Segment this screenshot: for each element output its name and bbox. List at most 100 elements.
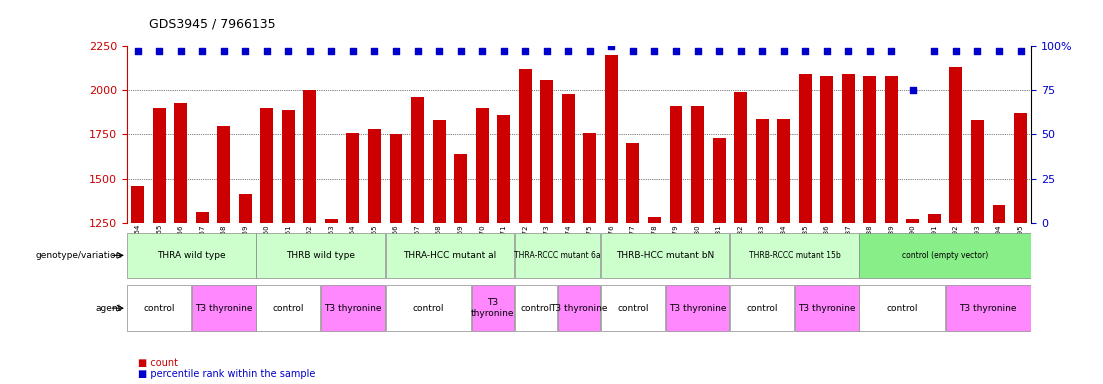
Bar: [386, 285, 471, 331]
Bar: [131, 185, 144, 223]
Point: [559, 48, 577, 55]
Bar: [795, 285, 858, 331]
Bar: [257, 233, 385, 278]
Bar: [928, 214, 941, 223]
Point: [258, 48, 276, 55]
Point: [172, 48, 190, 55]
Bar: [127, 233, 256, 278]
Point: [710, 48, 728, 55]
Point: [215, 48, 233, 55]
Bar: [174, 103, 188, 223]
Bar: [558, 285, 600, 331]
Point: [667, 48, 685, 55]
Text: THRB-RCCC mutant 15b: THRB-RCCC mutant 15b: [749, 251, 840, 260]
Point: [430, 48, 448, 55]
Bar: [859, 233, 1031, 278]
Bar: [670, 106, 683, 223]
Bar: [842, 74, 855, 223]
Bar: [411, 97, 424, 223]
Text: T3 thyronine: T3 thyronine: [324, 304, 382, 313]
Point: [495, 48, 513, 55]
Point: [387, 48, 405, 55]
Bar: [217, 126, 231, 223]
Bar: [368, 129, 381, 223]
Point: [516, 48, 534, 55]
Bar: [152, 108, 165, 223]
Text: THRA-RCCC mutant 6a: THRA-RCCC mutant 6a: [514, 251, 601, 260]
Point: [1011, 48, 1029, 55]
Text: control: control: [272, 304, 304, 313]
Point: [624, 48, 642, 55]
Text: T3 thyronine: T3 thyronine: [550, 304, 608, 313]
Text: T3 thyronine: T3 thyronine: [797, 304, 856, 313]
Bar: [1014, 113, 1027, 223]
Bar: [821, 76, 833, 223]
Bar: [950, 67, 963, 223]
Bar: [561, 94, 575, 223]
Bar: [497, 115, 511, 223]
Bar: [778, 119, 790, 223]
Bar: [192, 285, 256, 331]
Point: [538, 48, 556, 55]
Point: [947, 48, 965, 55]
Text: genotype/variation: genotype/variation: [35, 251, 121, 260]
Bar: [303, 90, 317, 223]
Point: [322, 48, 340, 55]
Text: T3 thyronine: T3 thyronine: [195, 304, 253, 313]
Bar: [515, 233, 600, 278]
Bar: [583, 132, 597, 223]
Point: [925, 48, 943, 55]
Bar: [321, 285, 385, 331]
Point: [409, 48, 427, 55]
Bar: [627, 143, 640, 223]
Bar: [647, 217, 661, 223]
Bar: [346, 132, 360, 223]
Bar: [260, 108, 274, 223]
Point: [990, 48, 1008, 55]
Point: [839, 48, 857, 55]
Point: [129, 48, 147, 55]
Point: [688, 48, 706, 55]
Text: ■ count: ■ count: [138, 358, 178, 368]
Point: [473, 48, 491, 55]
Point: [645, 48, 663, 55]
Text: control: control: [747, 304, 778, 313]
Bar: [885, 76, 898, 223]
Text: control: control: [618, 304, 649, 313]
Point: [882, 48, 900, 55]
Bar: [665, 285, 729, 331]
Bar: [799, 74, 812, 223]
Bar: [859, 285, 945, 331]
Bar: [735, 92, 747, 223]
Bar: [907, 219, 919, 223]
Text: THRB wild type: THRB wild type: [286, 251, 355, 260]
Point: [753, 48, 771, 55]
Bar: [472, 285, 514, 331]
Text: control: control: [521, 304, 552, 313]
Text: control: control: [887, 304, 918, 313]
Bar: [325, 219, 338, 223]
Point: [774, 48, 792, 55]
Text: T3 thyronine: T3 thyronine: [960, 304, 1017, 313]
Text: control: control: [413, 304, 445, 313]
Bar: [475, 108, 489, 223]
Point: [861, 48, 879, 55]
Bar: [239, 194, 251, 223]
Point: [796, 48, 814, 55]
Text: GDS3945 / 7966135: GDS3945 / 7966135: [149, 18, 276, 31]
Bar: [257, 285, 320, 331]
Point: [731, 48, 749, 55]
Bar: [993, 205, 1006, 223]
Bar: [282, 110, 295, 223]
Point: [279, 48, 297, 55]
Text: control: control: [143, 304, 175, 313]
Text: ■ percentile rank within the sample: ■ percentile rank within the sample: [138, 369, 315, 379]
Point: [818, 48, 836, 55]
Bar: [601, 233, 729, 278]
Bar: [730, 285, 794, 331]
Point: [366, 48, 384, 55]
Bar: [713, 138, 726, 223]
Bar: [604, 55, 618, 223]
Point: [904, 87, 922, 93]
Text: T3 thyronine: T3 thyronine: [668, 304, 726, 313]
